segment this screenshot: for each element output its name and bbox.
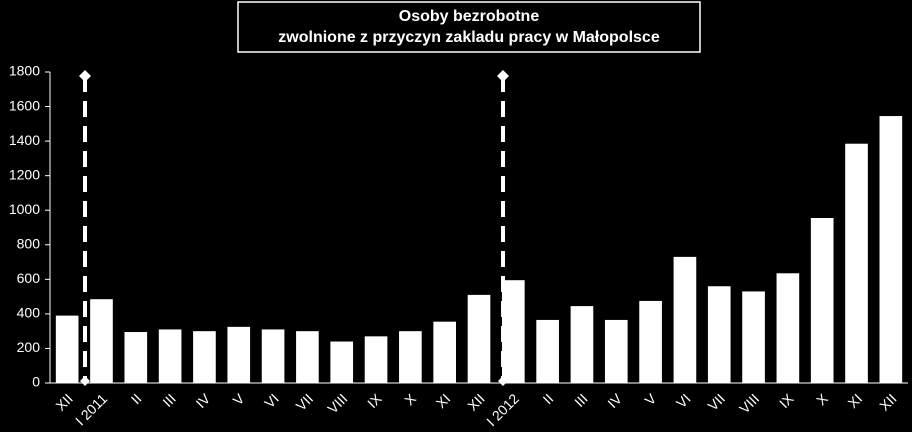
x-tick-label: VIII [324,390,350,416]
x-tick-label: VIII [736,390,762,416]
y-tick-label: 1200 [9,166,40,182]
x-tick-label: XII [464,390,487,413]
x-tick-label: IX [364,390,385,411]
bar [364,336,388,383]
bar [90,299,113,383]
divider-cap [497,70,509,82]
y-tick-label: 200 [17,339,41,355]
bar [707,286,731,383]
bar [570,306,594,383]
x-tick-label: I 2011 [72,390,110,428]
x-tick-label: II [128,390,145,407]
x-tick-label: IX [776,390,797,411]
x-tick-label: III [159,390,179,410]
x-tick-label: VI [673,390,694,411]
bar [845,143,868,383]
divider-cap [80,376,90,386]
x-tick-label: V [230,390,248,408]
y-tick-label: 1400 [9,132,40,148]
y-tick-label: 600 [17,270,41,286]
title-box [237,1,701,53]
y-tick-label: 1800 [9,63,40,79]
x-tick-label: XI [433,390,454,411]
x-tick-label: XII [876,390,899,413]
divider-cap [498,376,508,386]
x-tick-label: XI [845,390,866,411]
bar [227,326,251,383]
bar [261,329,285,383]
x-tick-label: V [641,390,659,408]
bar [467,294,491,383]
bar [742,291,765,383]
bar [330,341,354,383]
x-tick-label: III [571,390,591,410]
y-tick-label: 800 [17,235,41,251]
divider-cap [79,70,91,82]
y-tick-label: 1000 [9,201,40,217]
chart-title: Osoby bezrobotne [399,8,540,25]
chart-subtitle: zwolnione z przyczyn zakladu pracy w Mał… [278,29,660,46]
bar [124,332,148,383]
y-tick-label: 400 [17,305,41,321]
bar [536,319,559,383]
x-tick-label: VII [705,390,728,413]
y-tick-label: 0 [32,374,40,390]
bar [673,256,697,383]
bar [879,116,903,383]
x-tick-label: X [401,390,419,408]
x-tick-label: II [540,390,557,407]
bar [604,319,628,383]
x-tick-label: X [813,390,831,408]
x-tick-label: IV [604,390,625,411]
bar [501,280,525,383]
year-markers [79,70,509,386]
bar [296,331,319,383]
x-tick-label: XII [52,390,75,413]
x-tick-label: VII [293,390,316,413]
bar [399,331,422,383]
x-tick-label: I 2012 [483,390,522,429]
x-tick-label: IV [193,390,214,411]
y-tick-label: 1600 [9,97,40,113]
bar [193,331,216,383]
bar [158,329,182,383]
bar [776,273,800,383]
bar [810,217,834,383]
bar [433,321,457,383]
bar [55,315,79,383]
x-tick-label: VI [261,390,282,411]
bar [639,300,662,383]
